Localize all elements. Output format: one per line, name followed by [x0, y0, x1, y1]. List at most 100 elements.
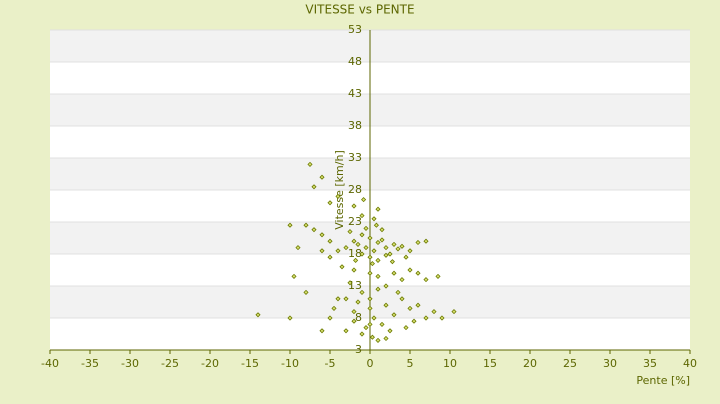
point: [375, 337, 381, 343]
point: [399, 243, 405, 249]
point: [327, 200, 333, 206]
point: [331, 305, 337, 311]
point: [439, 315, 445, 321]
point: [311, 184, 317, 190]
x-tick-label: -15: [241, 357, 259, 370]
point: [373, 222, 379, 228]
point: [411, 318, 417, 324]
x-tick-label: -25: [161, 357, 179, 370]
point: [371, 216, 377, 222]
x-tick-label: 30: [603, 357, 617, 370]
point: [347, 229, 353, 235]
point: [363, 325, 369, 331]
x-tick-label: -30: [121, 357, 139, 370]
point: [307, 161, 313, 167]
point: [319, 174, 325, 180]
point: [353, 257, 359, 263]
y-tick-label: 53: [348, 23, 362, 36]
point: [403, 254, 409, 260]
point: [379, 237, 385, 243]
x-tick-label: -10: [281, 357, 299, 370]
x-tick-label: 35: [643, 357, 657, 370]
x-tick-label: -20: [201, 357, 219, 370]
x-tick-label: 40: [683, 357, 697, 370]
y-tick-label: 8: [355, 311, 362, 324]
point: [407, 305, 413, 311]
x-tick-label: 10: [443, 357, 457, 370]
point: [375, 286, 381, 292]
x-axis-label: Pente [%]: [636, 374, 690, 387]
point: [415, 270, 421, 276]
point: [303, 289, 309, 295]
point: [407, 267, 413, 273]
point: [431, 309, 437, 315]
point: [327, 238, 333, 244]
point: [369, 261, 375, 267]
point: [367, 235, 373, 241]
point: [389, 259, 395, 265]
point: [367, 305, 373, 311]
point: [359, 213, 365, 219]
point: [435, 273, 441, 279]
point: [359, 251, 365, 257]
point: [255, 312, 261, 318]
point: [391, 270, 397, 276]
point: [375, 273, 381, 279]
x-tick-label: -40: [41, 357, 59, 370]
x-tick-label: -35: [81, 357, 99, 370]
x-tick-label: 5: [407, 357, 414, 370]
point: [343, 245, 349, 251]
point: [395, 289, 401, 295]
point: [355, 241, 361, 247]
y-tick-label: 43: [348, 87, 362, 100]
point: [359, 232, 365, 238]
point: [311, 227, 317, 233]
point: [399, 277, 405, 283]
point: [287, 315, 293, 321]
point: [335, 248, 341, 254]
y-tick-label: 23: [348, 215, 362, 228]
point: [319, 248, 325, 254]
point: [361, 197, 367, 203]
point: [423, 277, 429, 283]
point: [343, 328, 349, 334]
point: [387, 251, 393, 257]
x-tick-label: 20: [523, 357, 537, 370]
point: [303, 222, 309, 228]
point: [423, 315, 429, 321]
point: [371, 315, 377, 321]
point: [383, 252, 389, 258]
point: [351, 203, 357, 209]
point: [319, 328, 325, 334]
point: [295, 245, 301, 251]
point: [415, 239, 421, 246]
point: [415, 302, 421, 308]
point: [363, 245, 369, 251]
point: [395, 246, 401, 252]
point: [335, 296, 341, 302]
point: [383, 245, 389, 251]
y-axis-label: Vitesse [km/h]: [333, 150, 346, 230]
point: [387, 328, 393, 334]
point: [407, 248, 413, 254]
point: [351, 318, 357, 324]
point: [335, 193, 341, 199]
point: [383, 302, 389, 308]
point: [371, 248, 377, 254]
point: [423, 238, 429, 244]
point: [391, 241, 397, 247]
point: [319, 232, 325, 238]
point: [383, 335, 389, 342]
point: [351, 309, 357, 315]
point: [379, 321, 385, 327]
point: [327, 315, 333, 321]
y-tick-label: 33: [348, 151, 362, 164]
point: [403, 325, 409, 331]
y-tick-label: 38: [348, 119, 362, 132]
x-tick-label: -5: [325, 357, 336, 370]
point: [375, 257, 381, 263]
y-tick-label: 28: [348, 183, 362, 196]
point: [327, 254, 333, 260]
point: [379, 227, 385, 233]
